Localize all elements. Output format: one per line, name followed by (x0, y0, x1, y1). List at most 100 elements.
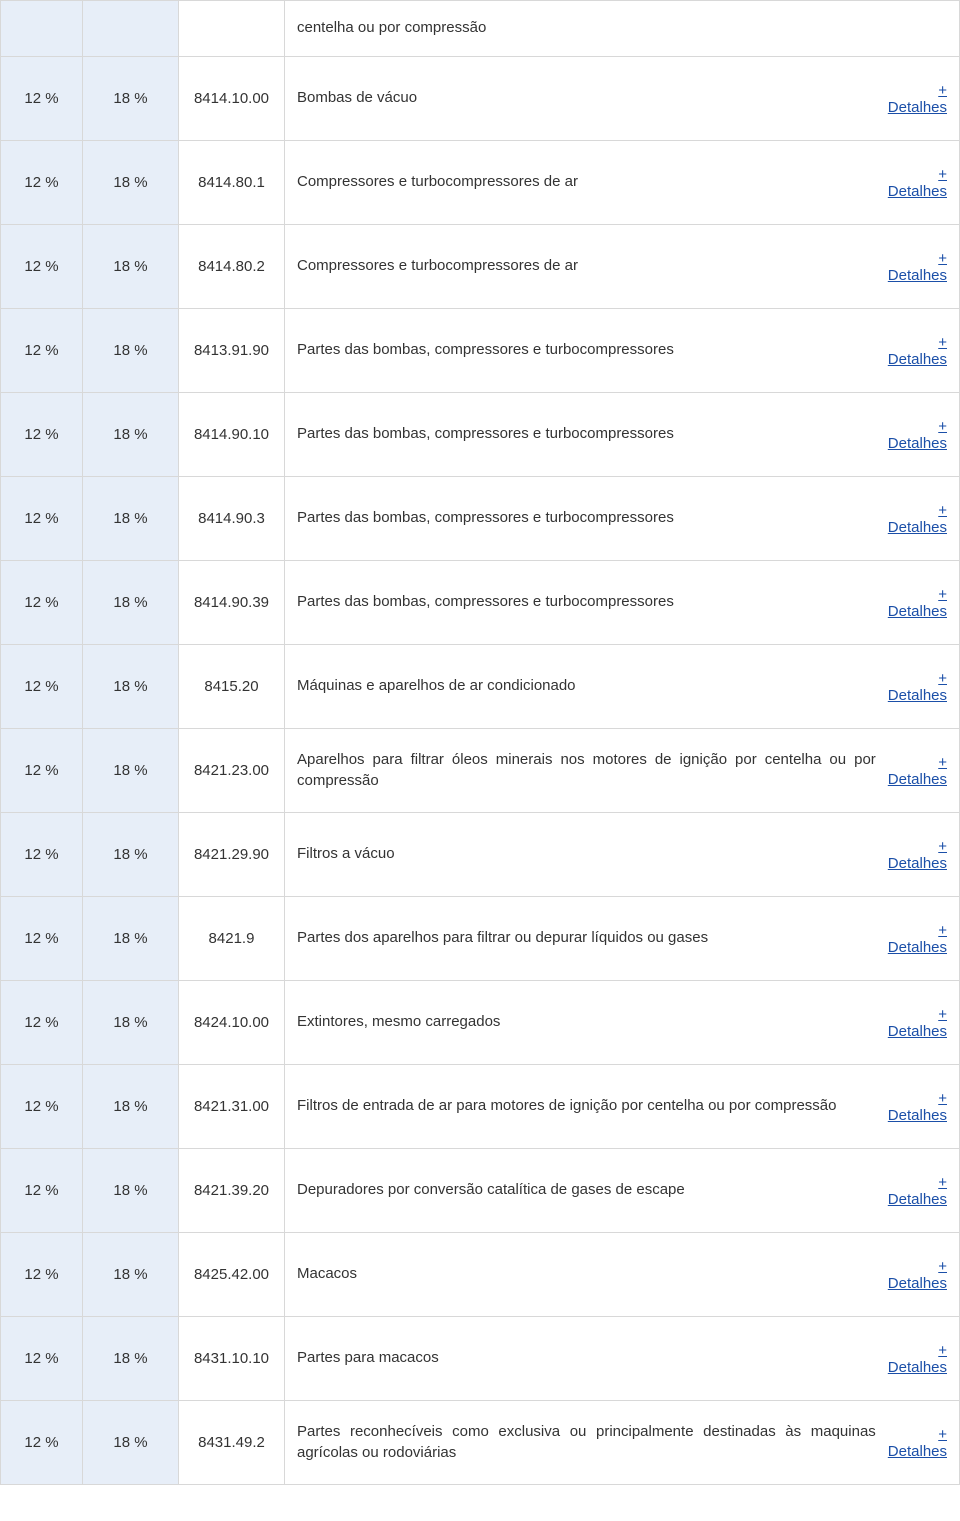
detail-links: +Detalhes (888, 754, 947, 788)
detalhes-link[interactable]: Detalhes (888, 435, 947, 452)
detail-links: +Detalhes (888, 1174, 947, 1208)
table-row: 12 %18 %8421.9Partes dos aparelhos para … (1, 897, 960, 981)
rate-2-cell: 18 % (83, 309, 179, 393)
rate-2-cell: 18 % (83, 561, 179, 645)
code-cell: 8415.20 (179, 645, 285, 729)
detail-links: +Detalhes (888, 922, 947, 956)
detalhes-link[interactable]: Detalhes (888, 1275, 947, 1292)
code-cell: 8414.80.1 (179, 141, 285, 225)
expand-link[interactable]: + (888, 1006, 947, 1023)
table-row: 12 %18 %8415.20Máquinas e aparelhos de a… (1, 645, 960, 729)
expand-link[interactable]: + (888, 838, 947, 855)
code-cell: 8421.39.20 (179, 1149, 285, 1233)
description-cell: Partes para macacos+Detalhes (285, 1317, 960, 1401)
table-row: 12 %18 %8421.31.00Filtros de entrada de … (1, 1065, 960, 1149)
description-text: Compressores e turbocompressores de ar (297, 256, 876, 276)
code-cell: 8421.31.00 (179, 1065, 285, 1149)
detalhes-link[interactable]: Detalhes (888, 687, 947, 704)
detail-links: +Detalhes (888, 1342, 947, 1376)
detalhes-link[interactable]: Detalhes (888, 519, 947, 536)
detalhes-link[interactable]: Detalhes (888, 603, 947, 620)
expand-link[interactable]: + (888, 1174, 947, 1191)
description-text: Compressores e turbocompressores de ar (297, 172, 876, 192)
detail-links: +Detalhes (888, 1258, 947, 1292)
expand-link[interactable]: + (888, 1258, 947, 1275)
description-text: Partes das bombas, compressores e turboc… (297, 592, 876, 612)
detalhes-link[interactable]: Detalhes (888, 1107, 947, 1124)
rate-2-cell: 18 % (83, 729, 179, 813)
table-row: 12 %18 %8421.29.90Filtros a vácuo+Detalh… (1, 813, 960, 897)
rate-2-cell: 18 % (83, 141, 179, 225)
detail-links: +Detalhes (888, 1006, 947, 1040)
detalhes-link[interactable]: Detalhes (888, 99, 947, 116)
detail-links: +Detalhes (888, 250, 947, 284)
description-cell: Partes dos aparelhos para filtrar ou dep… (285, 897, 960, 981)
detail-links: +Detalhes (888, 1426, 947, 1460)
rate-1-cell: 12 % (1, 57, 83, 141)
table-row: 12 %18 %8425.42.00Macacos+Detalhes (1, 1233, 960, 1317)
code-cell: 8421.23.00 (179, 729, 285, 813)
rate-1-cell: 12 % (1, 981, 83, 1065)
code-cell: 8414.90.10 (179, 393, 285, 477)
code-cell: 8421.9 (179, 897, 285, 981)
code-cell: 8421.29.90 (179, 813, 285, 897)
expand-link[interactable]: + (888, 670, 947, 687)
rate-1-cell: 12 % (1, 897, 83, 981)
detalhes-link[interactable]: Detalhes (888, 771, 947, 788)
expand-link[interactable]: + (888, 502, 947, 519)
code-cell: 8425.42.00 (179, 1233, 285, 1317)
expand-link[interactable]: + (888, 418, 947, 435)
expand-link[interactable]: + (888, 754, 947, 771)
detalhes-link[interactable]: Detalhes (888, 1191, 947, 1208)
detalhes-link[interactable]: Detalhes (888, 1023, 947, 1040)
rate-2-cell (83, 1, 179, 57)
table-row: 12 %18 %8414.10.00Bombas de vácuo+Detalh… (1, 57, 960, 141)
rate-1-cell: 12 % (1, 1065, 83, 1149)
detalhes-link[interactable]: Detalhes (888, 939, 947, 956)
detail-links: +Detalhes (888, 166, 947, 200)
detalhes-link[interactable]: Detalhes (888, 351, 947, 368)
detalhes-link[interactable]: Detalhes (888, 267, 947, 284)
detail-links: +Detalhes (888, 82, 947, 116)
table-row: 12 %18 %8431.10.10Partes para macacos+De… (1, 1317, 960, 1401)
detalhes-link[interactable]: Detalhes (888, 183, 947, 200)
table-row: 12 %18 %8414.80.2Compressores e turbocom… (1, 225, 960, 309)
description-cell: Partes das bombas, compressores e turboc… (285, 393, 960, 477)
description-cell: Depuradores por conversão catalítica de … (285, 1149, 960, 1233)
table-row: 12 %18 %8414.90.10Partes das bombas, com… (1, 393, 960, 477)
expand-link[interactable]: + (888, 250, 947, 267)
description-text: Partes das bombas, compressores e turboc… (297, 508, 876, 528)
description-cell: Máquinas e aparelhos de ar condicionado+… (285, 645, 960, 729)
description-cell: Bombas de vácuo+Detalhes (285, 57, 960, 141)
expand-link[interactable]: + (888, 82, 947, 99)
detail-links: +Detalhes (888, 1090, 947, 1124)
description-text: Partes reconhecíveis como exclusiva ou p… (297, 1422, 876, 1463)
description-cell: Compressores e turbocompressores de ar +D… (285, 225, 960, 309)
tariff-table: centelha ou por compressão12 %18 %8414.1… (0, 0, 960, 1485)
expand-link[interactable]: + (888, 922, 947, 939)
description-text: Partes dos aparelhos para filtrar ou dep… (297, 928, 876, 948)
expand-link[interactable]: + (888, 334, 947, 351)
description-text: Extintores, mesmo carregados (297, 1012, 876, 1032)
detail-links: +Detalhes (888, 838, 947, 872)
detail-links: +Detalhes (888, 586, 947, 620)
expand-link[interactable]: + (888, 1426, 947, 1443)
rate-2-cell: 18 % (83, 57, 179, 141)
rate-1-cell: 12 % (1, 225, 83, 309)
table-row: 12 %18 %8414.90.3Partes das bombas, comp… (1, 477, 960, 561)
rate-1-cell: 12 % (1, 561, 83, 645)
expand-link[interactable]: + (888, 586, 947, 603)
detalhes-link[interactable]: Detalhes (888, 855, 947, 872)
description-text: Aparelhos para filtrar óleos minerais no… (297, 750, 876, 791)
expand-link[interactable]: + (888, 1342, 947, 1359)
rate-2-cell: 18 % (83, 225, 179, 309)
detalhes-link[interactable]: Detalhes (888, 1359, 947, 1376)
expand-link[interactable]: + (888, 1090, 947, 1107)
detalhes-link[interactable]: Detalhes (888, 1443, 947, 1460)
expand-link[interactable]: + (888, 166, 947, 183)
rate-1-cell: 12 % (1, 477, 83, 561)
rate-2-cell: 18 % (83, 1401, 179, 1485)
description-text: Partes das bombas, compressores e turboc… (297, 340, 876, 360)
rate-2-cell: 18 % (83, 393, 179, 477)
rate-2-cell: 18 % (83, 477, 179, 561)
